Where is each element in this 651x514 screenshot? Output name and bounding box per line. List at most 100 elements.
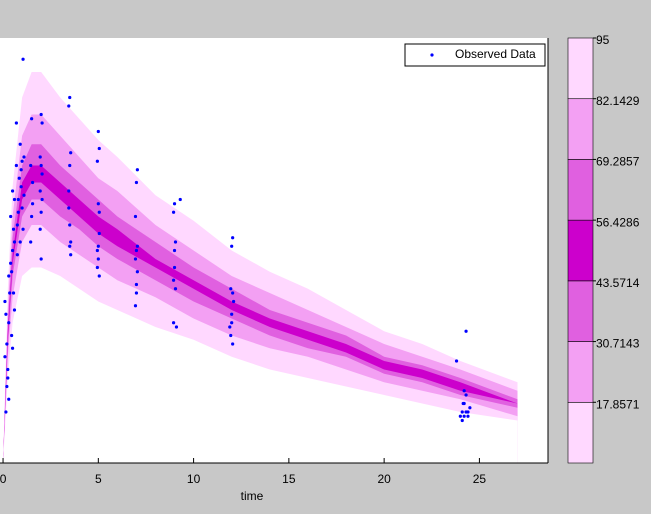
colorbar-segment [567, 159, 594, 221]
observed-point [97, 274, 101, 278]
observed-point [16, 197, 20, 202]
observed-point [10, 248, 15, 253]
observed-point [6, 376, 10, 380]
observed-point [11, 291, 16, 295]
legend: Observed Data [404, 43, 546, 67]
observed-point [14, 121, 18, 125]
observed-point [40, 121, 44, 125]
x-axis-label: time [241, 489, 264, 503]
observed-point [68, 95, 72, 100]
observed-point [133, 214, 138, 219]
observed-point [12, 240, 17, 244]
observed-point [9, 261, 13, 265]
observed-point [462, 389, 466, 393]
colorbar-segment [567, 401, 594, 464]
colorbar-tick-label: 43.5714 [596, 276, 640, 290]
observed-point [38, 189, 42, 193]
observed-point [38, 227, 42, 231]
observed-point [18, 142, 22, 146]
colorbar-segment [567, 280, 594, 342]
x-tick-label: 15 [282, 472, 296, 486]
colorbar-tick-label: 69.2857 [596, 155, 640, 169]
observed-point [30, 117, 34, 121]
legend-box [404, 43, 546, 67]
observed-point [95, 265, 99, 270]
observed-point [229, 287, 233, 291]
observed-point [3, 355, 7, 359]
observed-point [38, 155, 42, 159]
observed-point [67, 206, 71, 210]
observed-point [39, 163, 43, 168]
observed-point [96, 202, 100, 206]
observed-point [30, 202, 35, 206]
observed-point [135, 244, 139, 248]
observed-point [464, 329, 468, 333]
observed-point [69, 240, 73, 244]
x-tick-label: 20 [377, 472, 391, 486]
observed-point [8, 291, 12, 295]
observed-point [68, 163, 72, 168]
observed-point [172, 202, 177, 206]
observed-point [21, 227, 25, 231]
colorbar-segment [567, 37, 594, 100]
observed-point [7, 321, 11, 325]
colorbar-tick-label: 95 [596, 33, 610, 47]
observed-point [458, 414, 462, 418]
observed-point [134, 180, 139, 185]
observed-point [9, 214, 13, 219]
observed-point [96, 244, 100, 248]
observed-point [18, 240, 22, 244]
bands [3, 72, 518, 463]
observed-point [231, 236, 235, 240]
observed-point [15, 253, 19, 257]
observed-point [14, 163, 18, 168]
observed-point [135, 270, 139, 274]
observed-point [19, 185, 23, 189]
observed-point [16, 210, 20, 214]
colorbar-tick-label: 30.7143 [596, 337, 640, 351]
observed-point [466, 410, 470, 414]
x-tick-label: 25 [473, 472, 487, 486]
observed-point [173, 240, 178, 244]
observed-point [40, 172, 44, 176]
observed-point [39, 112, 43, 117]
observed-point [40, 197, 44, 202]
observed-point [133, 257, 138, 261]
observed-point [4, 312, 8, 316]
observed-point [21, 57, 25, 61]
observed-point [461, 401, 465, 406]
colorbar-segment [567, 98, 594, 160]
observed-point [3, 299, 7, 304]
observed-point [462, 414, 466, 418]
observed-point [5, 384, 9, 389]
observed-point [12, 197, 17, 202]
observed-point [11, 227, 16, 231]
observed-point [7, 274, 11, 278]
observed-point [22, 155, 26, 159]
observed-point [231, 342, 235, 346]
observed-point [29, 240, 33, 244]
colorbar-tick-label: 82.1429 [596, 94, 640, 108]
observed-point [68, 223, 72, 227]
colorbar-tick-label: 17.8571 [596, 397, 640, 411]
observed-point [172, 248, 177, 253]
observed-point [171, 321, 176, 325]
observed-point [464, 393, 468, 397]
observed-point [135, 168, 139, 172]
observed-point [95, 159, 99, 163]
observed-point [171, 278, 176, 282]
observed-point [67, 189, 71, 193]
observed-point [30, 214, 34, 219]
observed-point [174, 325, 179, 329]
observed-point [466, 414, 470, 418]
observed-point [178, 197, 182, 202]
legend-label: Observed Data [455, 47, 536, 61]
observed-point [133, 304, 138, 308]
points [3, 57, 472, 423]
observed-point [134, 291, 139, 295]
observed-point [10, 333, 14, 338]
observed-point [10, 346, 15, 350]
observed-point [15, 223, 19, 227]
observed-point [232, 299, 236, 304]
legend-marker [430, 53, 434, 57]
